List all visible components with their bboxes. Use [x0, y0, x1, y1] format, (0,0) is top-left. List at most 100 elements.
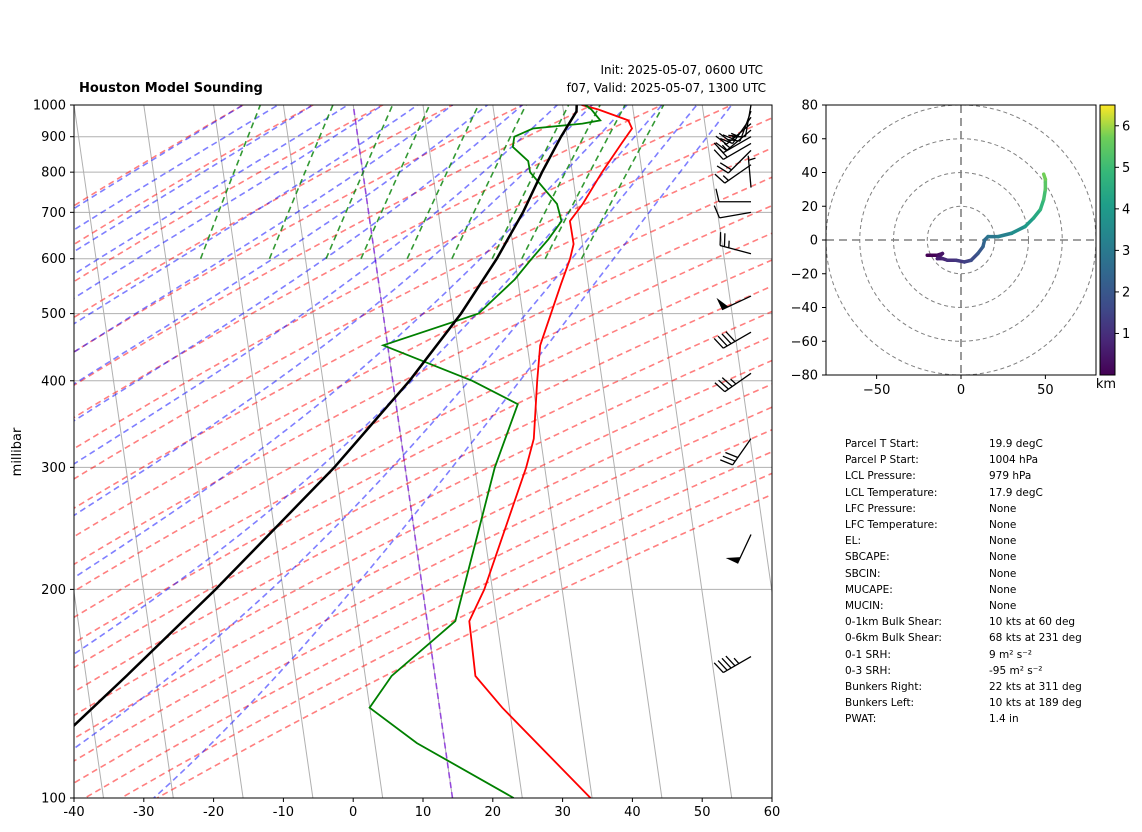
- y-tick-label: 900: [41, 130, 66, 145]
- parameter-value: None: [989, 535, 1017, 548]
- dry-adiabat: [74, 105, 664, 419]
- wind-barb: [720, 438, 752, 466]
- y-tick-label: 700: [41, 206, 66, 221]
- parameter-value: 9 m² s⁻²: [989, 648, 1033, 661]
- dry-adiabat: [156, 493, 772, 798]
- mixing-ratio-line: [521, 105, 601, 260]
- x-tick-label: 0: [349, 805, 357, 820]
- parameter-value: 19.9 degC: [989, 438, 1043, 450]
- colorbar-tick-label: 5: [1122, 161, 1130, 176]
- parameter-value: 1.4 in: [989, 713, 1019, 726]
- parcel-profile: [74, 105, 578, 728]
- parameter-row: MUCAPE: None: [845, 582, 1082, 598]
- hodo-x-tick-label: 0: [957, 383, 965, 398]
- wind-barb: [715, 188, 751, 203]
- dry-adiabat: [74, 176, 772, 538]
- isotherm-line: [631, 105, 733, 798]
- mixing-ratio-line: [360, 105, 431, 260]
- parameter-row: Bunkers Left: 10 kts at 189 deg: [845, 695, 1082, 711]
- chart-title: Houston Model Sounding: [79, 81, 263, 96]
- x-tick-label: 20: [485, 805, 502, 820]
- dry-adiabat: [74, 359, 772, 717]
- y-tick-label: 800: [41, 166, 66, 181]
- dewpoint-profile: [368, 105, 602, 798]
- dry-adiabat: [74, 259, 772, 619]
- parameter-row: 0-3 SRH: -95 m² s⁻²: [845, 663, 1082, 679]
- parameter-row: SBCAPE: None: [845, 549, 1082, 565]
- wind-barb: [747, 155, 756, 188]
- x-tick-label: 10: [415, 805, 432, 820]
- dry-adiabat: [74, 428, 772, 784]
- wind-barbs: [713, 104, 756, 674]
- parameter-row: LCL Pressure: 979 hPa: [845, 468, 1082, 484]
- wind-barb: [713, 205, 752, 219]
- y-tick-label: 600: [41, 252, 66, 267]
- x-tick-label: 60: [764, 805, 781, 820]
- hodograph-ring: [926, 205, 996, 275]
- mixing-ratio-line: [406, 105, 480, 260]
- skewt-profiles: [74, 105, 634, 798]
- y-axis-label: millibar: [10, 427, 25, 476]
- hodograph-trace: [925, 172, 1048, 264]
- sounding-parameters-table: Parcel T Start: 19.9 degC Parcel P Start: 1…: [845, 436, 1082, 728]
- moist-adiabat: [74, 105, 698, 750]
- parameter-label: 0-6km Bulk Shear:: [845, 632, 942, 645]
- hodograph-segment: [1041, 172, 1048, 181]
- skewt-axis-ticks: -40 -30 -20 -10 0 10 20 30 40 50 60 100 200 300 400 500…: [33, 99, 780, 821]
- parameter-value: -95 m² s⁻²: [989, 664, 1043, 677]
- parameter-label: Parcel P Start:: [845, 454, 919, 467]
- isotherm-line: [74, 588, 104, 798]
- hodo-y-tick-label: −60: [791, 335, 818, 350]
- hodo-y-tick-label: 60: [801, 132, 818, 147]
- isotherm-line: [492, 105, 593, 798]
- parameter-row: PWAT: 1.4 in: [845, 711, 1082, 727]
- parameter-label: MUCAPE:: [845, 583, 893, 596]
- hodo-y-tick-label: 0: [810, 234, 818, 249]
- parameter-label: EL:: [845, 535, 862, 548]
- parameter-row: SBCIN: None: [845, 566, 1082, 582]
- parameter-label: MUCIN:: [845, 600, 884, 613]
- x-tick-label: 30: [554, 805, 571, 820]
- valid-time: f07, Valid: 2025-05-07, 1300 UTC: [567, 81, 766, 95]
- parameter-value: None: [989, 502, 1017, 515]
- dry-adiabat: [74, 117, 772, 480]
- wind-barb: [716, 149, 752, 174]
- y-tick-label: 100: [41, 792, 66, 807]
- hodo-x-tick-label: −50: [863, 383, 890, 398]
- x-tick-label: -10: [273, 805, 294, 820]
- parameter-label: LCL Pressure:: [845, 470, 916, 483]
- x-tick-label: -40: [63, 805, 84, 820]
- moist-adiabat: [74, 105, 489, 386]
- parameter-label: LCL Temperature:: [845, 486, 938, 499]
- colorbar-tick-label: 6: [1122, 119, 1130, 134]
- wind-barb: [715, 129, 752, 152]
- parameter-value: None: [989, 551, 1017, 564]
- dry-adiabat: [74, 105, 455, 319]
- parameter-label: LFC Pressure:: [845, 502, 916, 515]
- hodo-y-tick-label: 40: [801, 166, 818, 181]
- dry-adiabat: [74, 204, 772, 566]
- moist-adiabat: [74, 105, 350, 276]
- hodograph-segment: [996, 231, 1014, 239]
- moist-adiabat: [74, 105, 245, 210]
- mixing-ratio-line: [544, 105, 626, 260]
- wind-barb: [714, 164, 752, 184]
- y-tick-label: 200: [41, 583, 66, 598]
- parameter-value: 68 kts at 231 deg: [989, 632, 1082, 645]
- moist-adiabat: [74, 105, 419, 325]
- mixing-ratio-line: [451, 105, 527, 260]
- temperature-profile: [468, 105, 634, 798]
- parameter-value: None: [989, 519, 1017, 532]
- parameter-label: 0-3 SRH:: [845, 664, 891, 677]
- parameter-row: LFC Temperature: None: [845, 517, 1082, 533]
- hodograph-segment: [1023, 216, 1036, 229]
- moist-adiabat: [74, 105, 315, 253]
- dry-adiabat: [74, 105, 385, 283]
- y-tick-label: 500: [41, 307, 66, 322]
- parameter-value: 1004 hPa: [989, 454, 1039, 467]
- parameter-row: MUCIN: None: [845, 598, 1082, 614]
- moist-adiabat: [74, 105, 663, 655]
- moist-adiabat: [74, 105, 280, 231]
- hodo-y-tick-label: 20: [801, 200, 818, 215]
- x-tick-label: 50: [694, 805, 711, 820]
